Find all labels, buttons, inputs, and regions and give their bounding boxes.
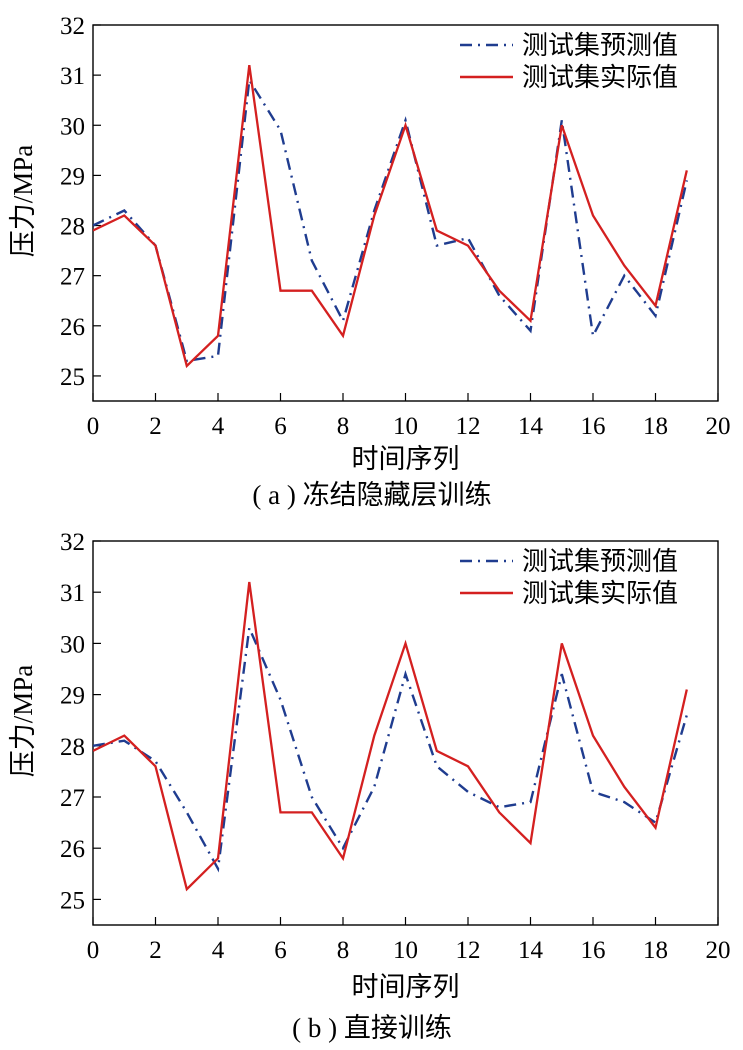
y-tick-label: 27: [60, 264, 85, 291]
x-tick-label: 16: [581, 413, 606, 440]
series-line-actual: [93, 64, 688, 369]
legend-label: 测试集预测值: [522, 31, 678, 60]
x-tick-label: 16: [581, 937, 606, 964]
x-tick-label: 0: [87, 937, 100, 964]
x-tick-label: 4: [212, 413, 225, 440]
figure-caption: ( a ) 冻结隐藏层训练: [252, 480, 491, 510]
y-tick-label: 28: [60, 734, 85, 761]
legend-label: 测试集实际值: [522, 579, 678, 608]
series-line-predicted: [93, 76, 688, 363]
y-tick-label: 32: [60, 529, 85, 556]
x-tick-label: 12: [456, 413, 481, 440]
x-tick-label: 8: [337, 413, 350, 440]
y-tick-label: 31: [60, 580, 85, 607]
x-tick-label: 2: [149, 413, 162, 440]
figure-caption: ( b ) 直接训练: [292, 1013, 452, 1043]
x-tick-label: 8: [337, 937, 350, 964]
x-tick-label: 10: [393, 937, 418, 964]
x-tick-label: 6: [274, 937, 287, 964]
x-tick-label: 14: [518, 413, 544, 440]
legend-label: 测试集实际值: [522, 63, 678, 92]
y-tick-label: 31: [60, 63, 85, 90]
y-axis-title: 压力/MPa: [8, 665, 38, 778]
chart-panel-a: 0 2 4 6 8 10 12 14 16 18 20 25 26 27 28 29 30 31 32 时间序列 压力/…: [8, 13, 731, 510]
y-tick-label: 29: [60, 683, 85, 710]
y-tick-label: 29: [60, 163, 85, 190]
y-tick-label: 26: [60, 314, 85, 341]
x-tick-label: 6: [274, 413, 287, 440]
x-tick-label: 18: [643, 937, 668, 964]
y-tick-label: 32: [60, 13, 85, 40]
series-line-predicted: [93, 623, 688, 873]
y-tick-label: 26: [60, 836, 85, 863]
y-tick-label: 28: [60, 214, 85, 241]
x-axis-title: 时间序列: [352, 444, 460, 474]
y-tick-label: 30: [60, 113, 85, 140]
y-tick-label: 27: [60, 785, 85, 812]
x-tick-label: 12: [456, 937, 481, 964]
x-tick-label: 2: [149, 937, 162, 964]
y-tick-label: 25: [60, 887, 85, 914]
x-axis-title: 时间序列: [352, 972, 460, 1002]
y-tick-label: 30: [60, 631, 85, 658]
series-line-actual: [93, 581, 688, 892]
x-tick-label: 18: [643, 413, 668, 440]
x-tick-label: 10: [393, 413, 418, 440]
x-tick-label: 14: [518, 937, 544, 964]
y-tick-label: 25: [60, 364, 85, 391]
x-tick-label: 20: [706, 413, 731, 440]
y-axis-title: 压力/MPa: [8, 145, 38, 258]
x-tick-label: 4: [212, 937, 225, 964]
chart-panel-b: 0 2 4 6 8 10 12 14 16 18 20 25 26 27 28 29 30 31 32 时间序列 压力/…: [8, 529, 731, 1043]
x-tick-label: 20: [706, 937, 731, 964]
legend-label: 测试集预测值: [522, 547, 678, 576]
x-tick-label: 0: [87, 413, 100, 440]
